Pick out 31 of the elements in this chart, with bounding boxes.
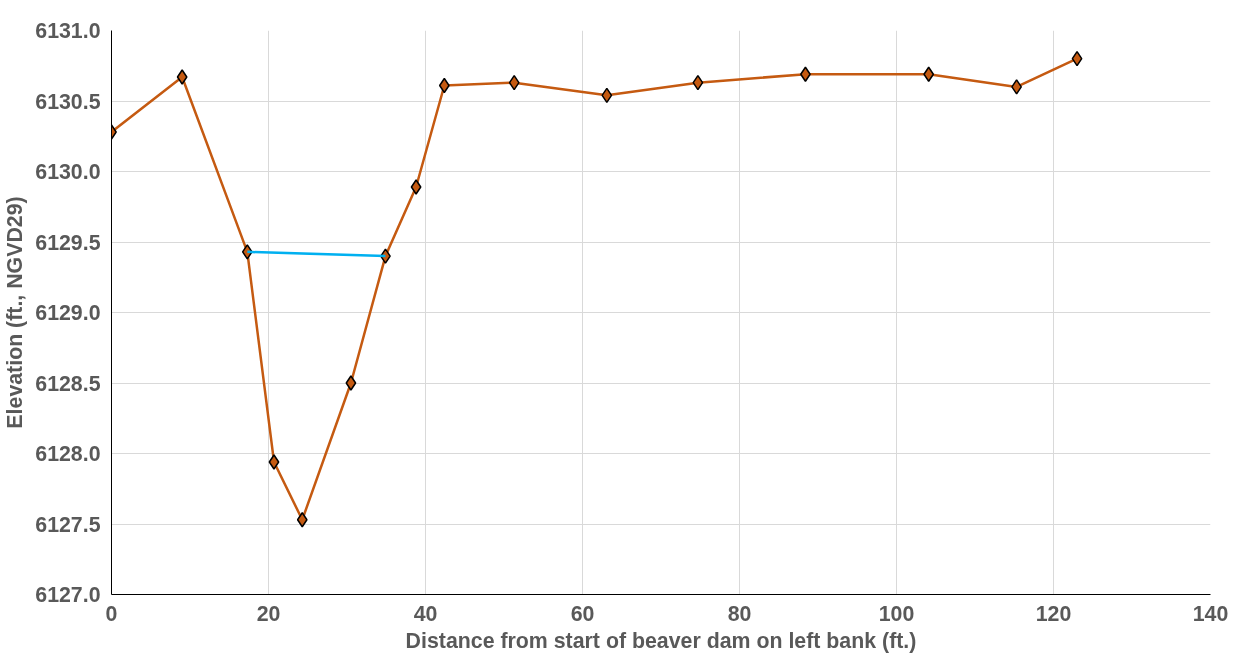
point bbox=[1071, 50, 1083, 67]
y-axis-title: Elevation (ft., NGVD29) bbox=[3, 196, 28, 429]
point bbox=[923, 66, 935, 82]
point bbox=[692, 74, 704, 91]
point bbox=[508, 74, 520, 91]
x-tick-label: 20 bbox=[256, 601, 281, 626]
y-tick-label: 6127.0 bbox=[35, 583, 101, 607]
point bbox=[1011, 79, 1023, 95]
y-tick-label: 6128.5 bbox=[35, 371, 101, 396]
x-tick-label: 60 bbox=[570, 601, 595, 626]
x-tick-label: 120 bbox=[1035, 601, 1072, 626]
x-tick-label: 140 bbox=[1192, 601, 1229, 626]
point bbox=[438, 77, 450, 94]
x-tick-label: 100 bbox=[878, 601, 915, 626]
x-axis-title: Distance from start of beaver dam on left bank (ft.) bbox=[405, 628, 917, 653]
x-tick-label: 80 bbox=[727, 601, 752, 626]
point bbox=[296, 512, 308, 528]
x-tick-label: 0 bbox=[105, 601, 118, 626]
y-tick-label: 6129.5 bbox=[35, 230, 101, 255]
point bbox=[345, 375, 357, 391]
y-tick-label: 6128.0 bbox=[35, 442, 101, 466]
point bbox=[601, 87, 613, 104]
y-tick-label: 6131.0 bbox=[35, 19, 101, 43]
point bbox=[268, 454, 280, 470]
y-tick-label: 6130.0 bbox=[35, 160, 101, 184]
y-tick-label: 6129.0 bbox=[35, 301, 101, 325]
point bbox=[410, 179, 422, 195]
y-tick-label: 6130.5 bbox=[35, 89, 101, 114]
y-tick-label: 6127.5 bbox=[35, 512, 101, 537]
x-tick-label: 40 bbox=[413, 601, 438, 626]
point bbox=[176, 69, 188, 85]
